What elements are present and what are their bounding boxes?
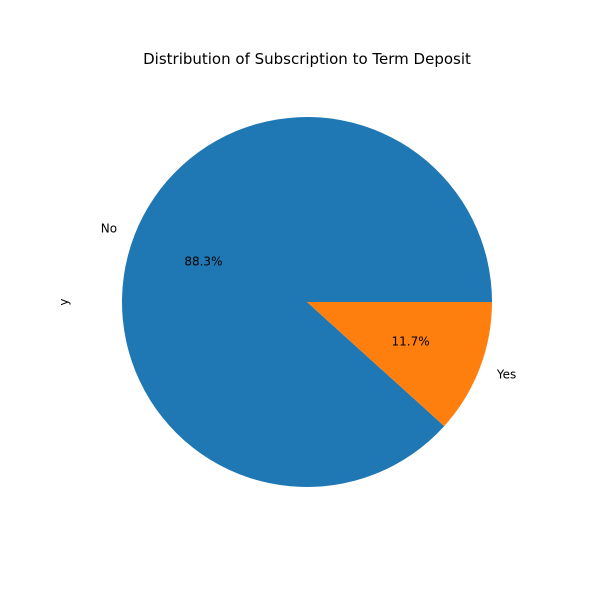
slice-label-yes: Yes xyxy=(496,368,516,382)
pie-labels: No 88.3% Yes 11.7% xyxy=(101,221,517,381)
pie-slices xyxy=(122,117,493,487)
slice-percent-no: 88.3% xyxy=(184,255,222,269)
slice-label-no: No xyxy=(101,221,117,235)
chart-title: Distribution of Subscription to Term Dep… xyxy=(143,50,471,68)
pie-slice-yes xyxy=(307,302,492,427)
y-axis-label: y xyxy=(57,298,71,305)
slice-percent-yes: 11.7% xyxy=(392,334,430,348)
